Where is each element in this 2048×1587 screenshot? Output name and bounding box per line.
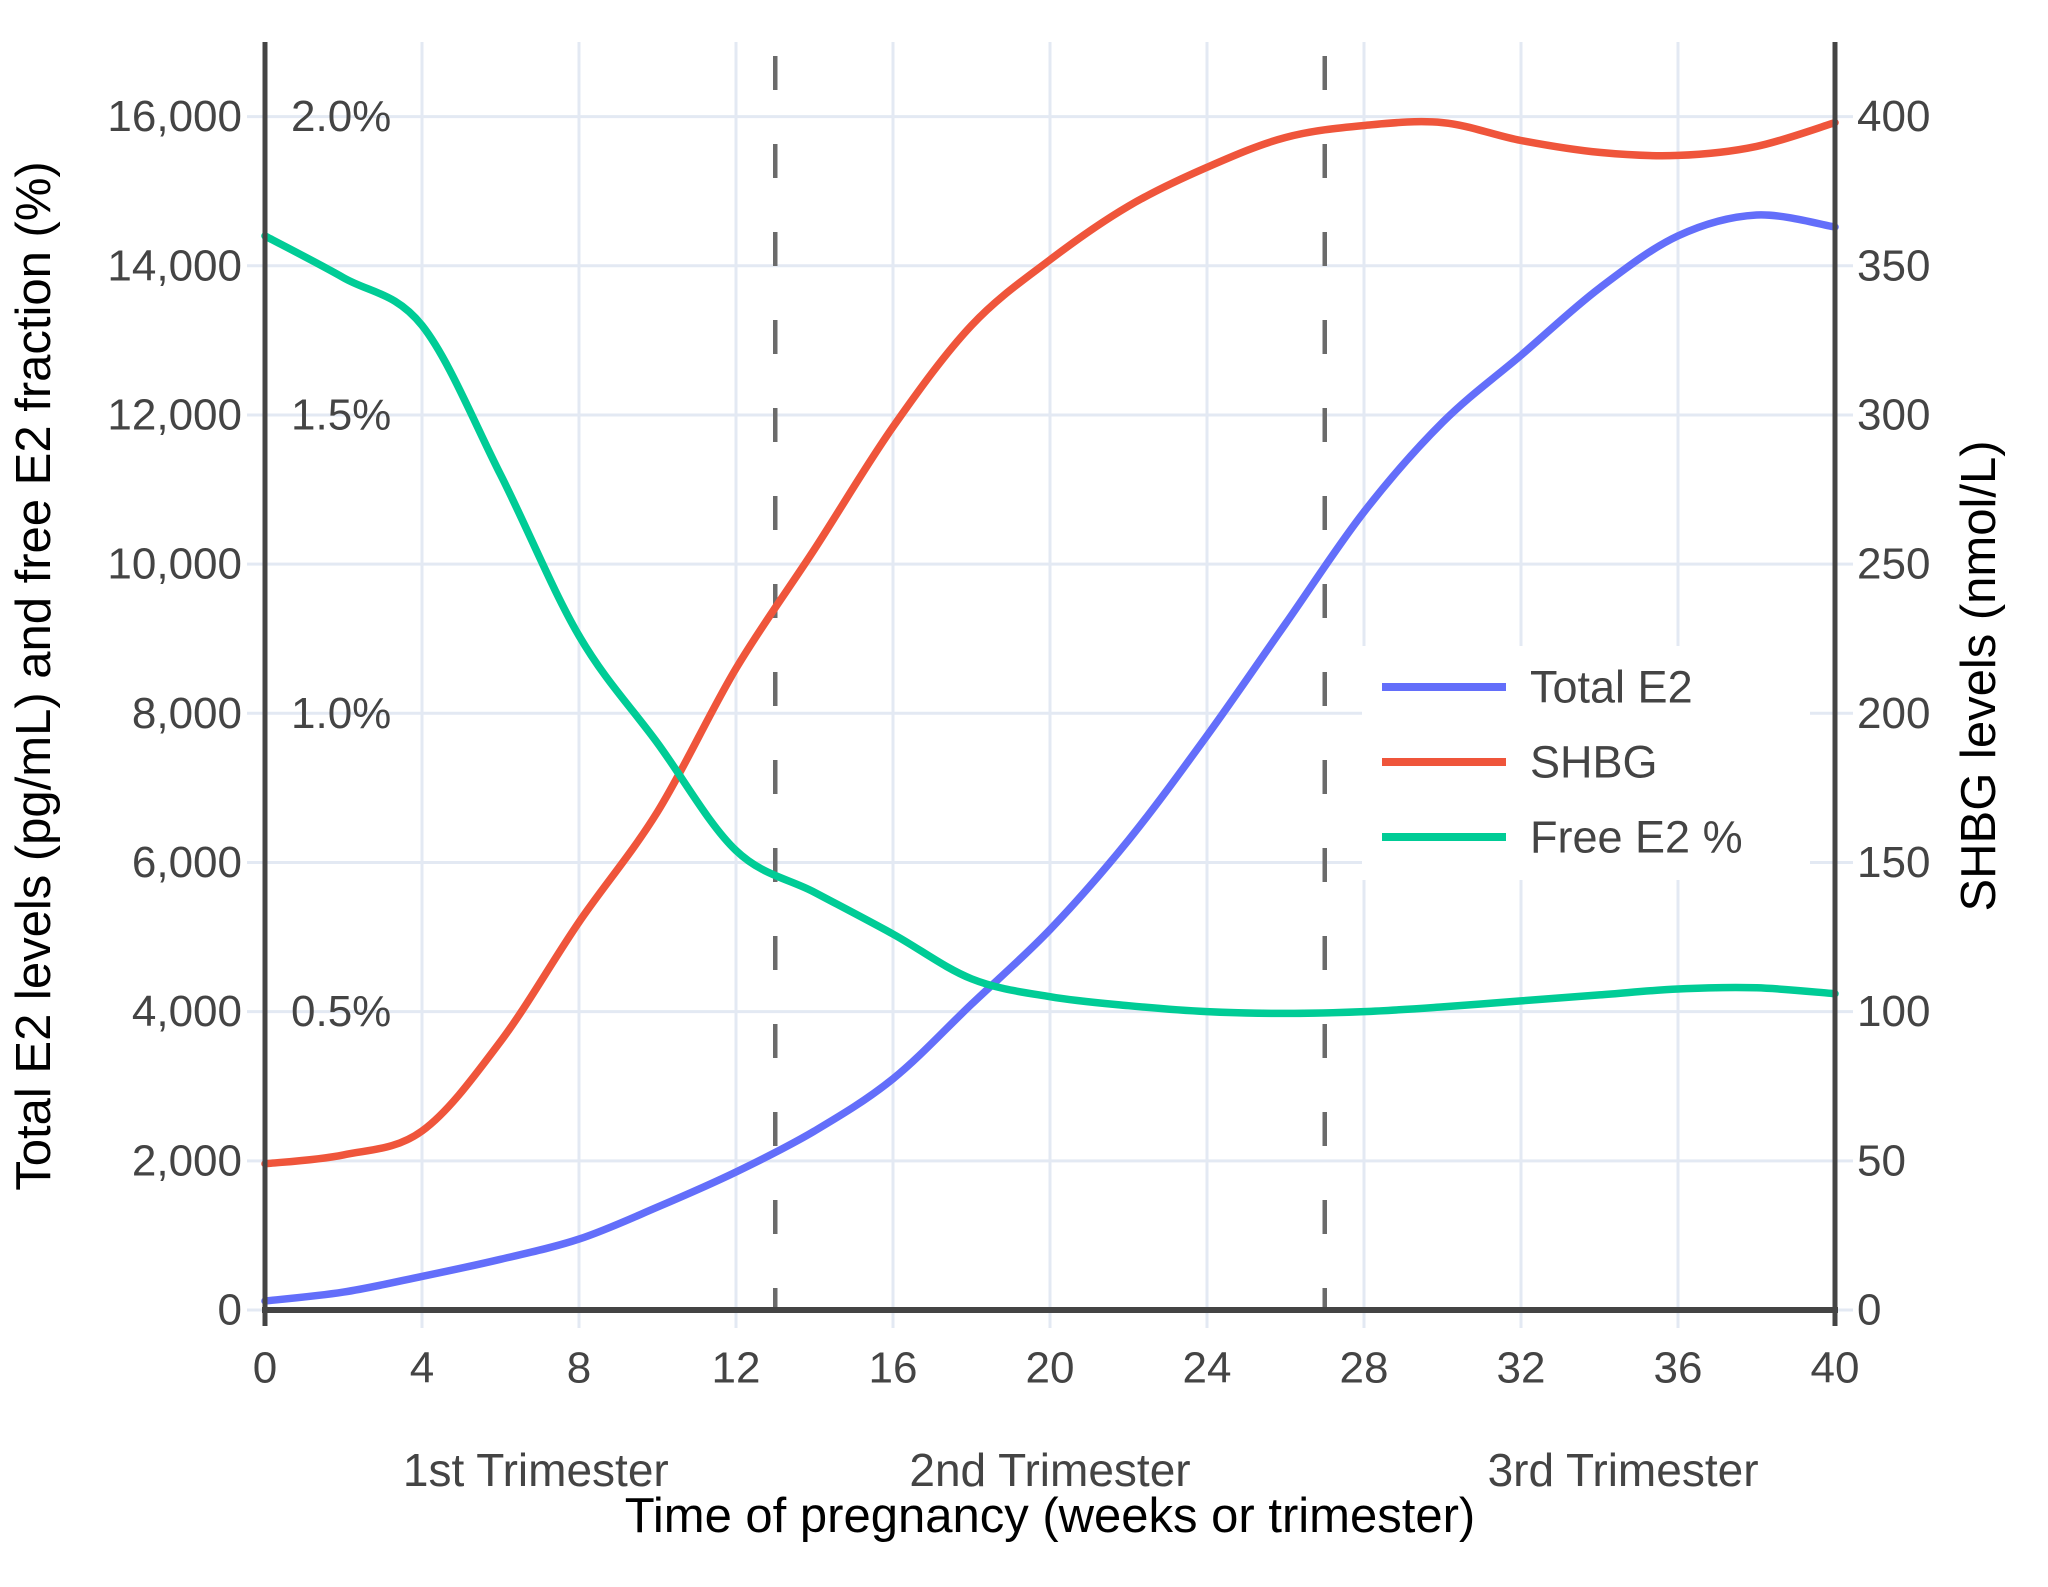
right-tick-label: 250 (1857, 540, 1930, 589)
trimester-labels: 1st Trimester 2nd Trimester 3rd Trimester (403, 1444, 1759, 1496)
left-tick-label: 16,000 (107, 92, 242, 141)
left-axis-tick-labels: 0 2,000 4,000 6,000 8,000 10,000 12,000 14,000 1… (107, 92, 242, 1334)
left-tick-label: 6,000 (132, 838, 242, 887)
percent-tick-label: 2.0% (291, 92, 391, 141)
percent-tick-label: 0.5% (291, 987, 391, 1036)
data-curves (261, 117, 1839, 1305)
x-tick-label: 16 (869, 1344, 918, 1393)
x-tick-label: 28 (1340, 1344, 1389, 1393)
percent-tick-label: 1.0% (291, 689, 391, 738)
left-tick-label: 4,000 (132, 987, 242, 1036)
trimester-label: 1st Trimester (403, 1444, 669, 1496)
right-y-axis-title: SHBG levels (nmol/L) (1952, 440, 2006, 911)
x-axis-title: Time of pregnancy (weeks or trimester) (625, 1489, 1476, 1543)
trimester-divider-lines (773, 56, 1327, 1308)
legend-item-shbg[interactable]: SHBG (1382, 737, 1658, 788)
legend-item-label[interactable]: Total E2 (1530, 662, 1693, 713)
curve-total-e2 (261, 211, 1839, 1305)
right-tick-label: 150 (1857, 838, 1930, 887)
x-axis-tick-labels: 0 4 8 12 16 20 24 28 32 36 40 (253, 1344, 1860, 1393)
x-tick-label: 36 (1654, 1344, 1703, 1393)
left-tick-label: 10,000 (107, 540, 242, 589)
right-tick-label: 0 (1857, 1286, 1881, 1335)
left-tick-label: 14,000 (107, 241, 242, 290)
percent-scale-labels: 0.5% 1.0% 1.5% 2.0% (291, 92, 391, 1036)
percent-tick-label: 1.5% (291, 390, 391, 439)
x-tick-label: 0 (253, 1344, 277, 1393)
x-tick-label: 32 (1497, 1344, 1546, 1393)
left-tick-label: 2,000 (132, 1136, 242, 1185)
legend-item-label[interactable]: Free E2 % (1530, 812, 1743, 863)
left-tick-label: 8,000 (132, 689, 242, 738)
legend-item-label[interactable]: SHBG (1530, 737, 1658, 788)
x-tick-label: 8 (567, 1344, 591, 1393)
legend-item-free-e2-[interactable]: Free E2 % (1382, 812, 1743, 863)
right-tick-label: 100 (1857, 987, 1930, 1036)
right-tick-label: 300 (1857, 390, 1930, 439)
right-axis-tick-labels: 0 50 100 150 200 250 300 350 400 (1857, 92, 1930, 1334)
x-tick-label: 24 (1183, 1344, 1232, 1393)
trimester-label: 2nd Trimester (909, 1444, 1190, 1496)
curve-free-e2- (261, 232, 1839, 1018)
right-tick-label: 200 (1857, 689, 1930, 738)
x-tick-label: 20 (1026, 1344, 1075, 1393)
right-tick-label: 350 (1857, 241, 1930, 290)
curve-shbg (261, 117, 1839, 1168)
x-tick-label: 12 (712, 1344, 761, 1393)
trimester-label: 3rd Trimester (1488, 1444, 1759, 1496)
left-tick-label: 0 (218, 1286, 242, 1335)
x-tick-label: 40 (1811, 1344, 1860, 1393)
right-tick-label: 400 (1857, 92, 1930, 141)
legend: Total E2 SHBG Free E2 % (1362, 646, 1810, 880)
right-tick-label: 50 (1857, 1136, 1906, 1185)
left-y-axis-title: Total E2 levels (pg/mL) and free E2 frac… (7, 161, 61, 1190)
x-tick-label: 4 (410, 1344, 434, 1393)
left-tick-label: 12,000 (107, 390, 242, 439)
legend-item-total-e2[interactable]: Total E2 (1382, 662, 1693, 713)
